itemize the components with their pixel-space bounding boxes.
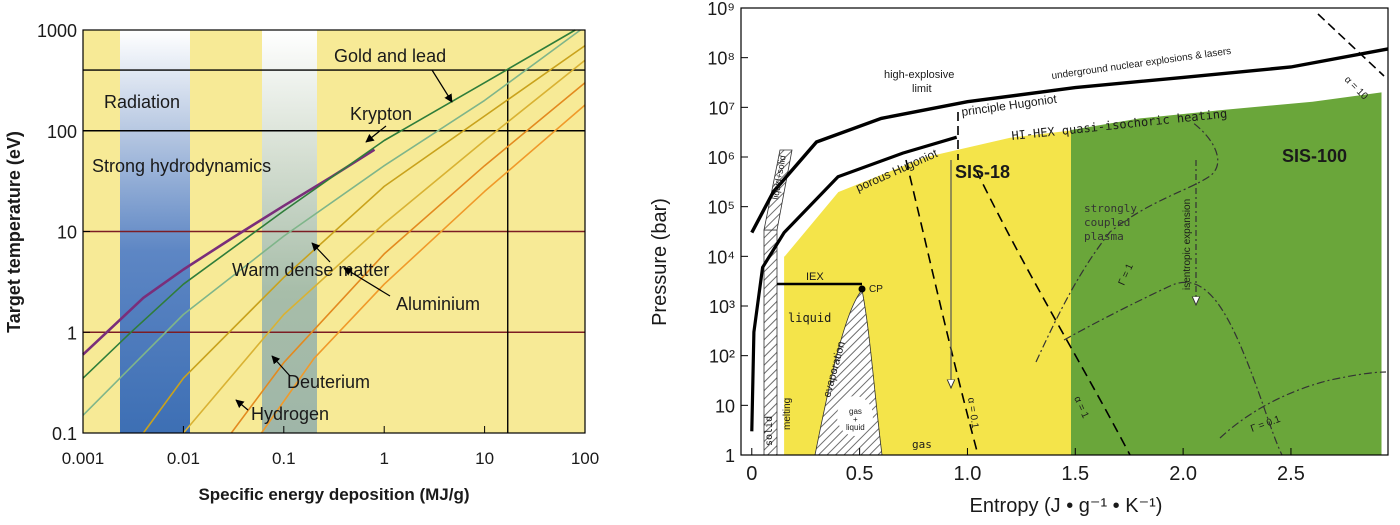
right-y-tick-label: 10⁸	[707, 49, 735, 69]
curve-orange-2	[260, 104, 586, 434]
label-sis100: SIS-100	[1282, 146, 1347, 166]
right-y-tick-label: 10⁹	[707, 0, 735, 19]
right-y-tick-label: 10⁶	[708, 148, 735, 168]
left-x-tick-label: 10	[475, 449, 494, 468]
curve-light-green	[82, 29, 581, 416]
label-aluminium: Aluminium	[396, 294, 480, 314]
right-y-tick-label: 1	[725, 446, 735, 466]
right-y-tick-label: 10⁵	[708, 198, 735, 218]
right-x-axis-label: Entropy (J • g⁻¹ • K⁻¹)	[970, 495, 1163, 517]
left-reference-lines	[83, 69, 585, 433]
gamma-1-dashdot-curve	[1035, 121, 1219, 363]
alpha-01-dashed-line	[905, 159, 979, 456]
sis100-region	[1071, 92, 1382, 456]
right-x-tick-label: 2.0	[1169, 463, 1197, 485]
label-gas-liquid-1: gas	[849, 407, 862, 416]
arrow-aluminium	[343, 267, 391, 297]
gamma-1-dashdot-lower	[1063, 281, 1283, 456]
label-radiation: Radiation	[104, 92, 180, 112]
left-x-tick-label: 100	[571, 449, 599, 468]
label-alpha-01: α = 0.1	[965, 397, 980, 430]
right-y-axis: 1 10 10² 10³ 10⁴ 10⁵ 10⁶ 10⁷ 10⁸ 10⁹	[707, 0, 748, 466]
left-x-axis: 0.001 0.01 0.1 1 10 100	[62, 426, 599, 468]
right-y-tick-label: 10	[715, 396, 735, 416]
left-x-tick-label: 0.001	[62, 449, 105, 468]
right-x-tick-label: 0.5	[846, 463, 874, 485]
left-y-tick-label: 100	[47, 122, 77, 142]
arrow-gold-and-lead	[431, 69, 453, 103]
label-solid: solid	[764, 416, 775, 446]
right-x-tick-label: 1.5	[1061, 463, 1089, 485]
right-x-tick-label: 0	[746, 463, 757, 485]
arrow-krypton	[365, 125, 387, 143]
left-y-axis-label: Target temperature (eV)	[4, 131, 24, 333]
left-chart: 0.001 0.01 0.1 1 10 100 0.1 1 10 100 1000 Specifi…	[4, 21, 599, 504]
right-x-tick-label: 2.5	[1277, 463, 1305, 485]
label-plasma: plasma	[1084, 230, 1124, 243]
label-coupled: coupled	[1084, 216, 1130, 229]
alpha-10-dashed-line	[1317, 13, 1385, 77]
label-iex: IEX	[806, 271, 824, 283]
label-isentropic-expansion: isentropic expansion	[1182, 199, 1193, 290]
arrow-warm-dense	[311, 242, 331, 263]
gamma-01-dashdot-curve	[1219, 371, 1387, 439]
label-krypton: Krypton	[350, 104, 412, 124]
curve-yellow-1	[142, 44, 586, 434]
left-y-tick-label: 1000	[37, 21, 77, 41]
right-y-axis-label: Pressure (bar)	[649, 198, 671, 326]
right-x-tick-label: 1.0	[954, 463, 982, 485]
right-y-tick-label: 10⁷	[708, 98, 735, 118]
principle-hugoniot-curve	[750, 47, 1389, 234]
label-hydrogen: Hydrogen	[251, 404, 329, 424]
right-x-axis: 0 0.5 1.0 1.5 2.0 2.5	[746, 448, 1305, 485]
left-x-axis-label: Specific energy deposition (MJ/g)	[198, 485, 469, 504]
left-x-tick-label: 1	[379, 449, 388, 468]
label-liquid: liquid	[788, 311, 831, 325]
left-x-tick-label: 0.1	[272, 449, 296, 468]
label-warm-dense-matter: Warm dense matter	[232, 260, 389, 280]
porous-hugoniot-curve	[750, 135, 958, 432]
curve-dark-green	[82, 29, 576, 379]
right-y-tick-label: 10³	[709, 297, 735, 317]
label-strongly: strongly	[1084, 202, 1137, 215]
label-cp: CP	[869, 284, 883, 295]
left-y-axis: 0.1 1 10 100 1000	[37, 21, 90, 444]
left-curves	[82, 29, 586, 434]
sis18-boundary	[783, 129, 1072, 257]
label-gas-liquid-2: +	[853, 415, 858, 424]
label-high-explosive: high-explosive	[884, 69, 954, 81]
left-y-tick-label: 1	[67, 323, 77, 343]
curve-yellow-2	[182, 59, 586, 434]
label-sis18: SIS-18	[955, 162, 1010, 182]
label-deuterium: Deuterium	[287, 372, 370, 392]
label-gold-and-lead: Gold and lead	[334, 46, 446, 66]
label-melting: melting	[782, 398, 793, 430]
label-limit: limit	[912, 83, 932, 95]
label-strong-hydrodynamics: Strong hydrodynamics	[92, 156, 271, 176]
right-curves	[750, 47, 1389, 432]
curve-orange-1	[230, 82, 586, 434]
alpha-1-dashed-line	[975, 169, 1131, 456]
critical-point	[858, 285, 866, 293]
left-x-tick-label: 0.01	[167, 449, 200, 468]
gas-liquid-bubble	[837, 396, 873, 436]
left-y-tick-label: 0.1	[52, 424, 77, 444]
liquid-solid-hatched-strip	[763, 149, 793, 231]
arrow-deuterium	[271, 355, 291, 377]
right-chart: 0 0.5 1.0 1.5 2.0 2.5 1 10 10² 10³ 10⁴ 10⁵ 10⁶ 10⁷ 10…	[649, 0, 1389, 517]
arrow-hydrogen	[235, 399, 249, 411]
left-y-tick-label: 10	[57, 223, 77, 243]
right-y-tick-label: 10⁴	[707, 247, 735, 267]
right-y-tick-label: 10²	[709, 347, 735, 367]
label-gas: gas	[912, 438, 932, 451]
right-plot-frame	[740, 7, 1389, 456]
label-gas-liquid-3: liquid	[846, 423, 865, 432]
